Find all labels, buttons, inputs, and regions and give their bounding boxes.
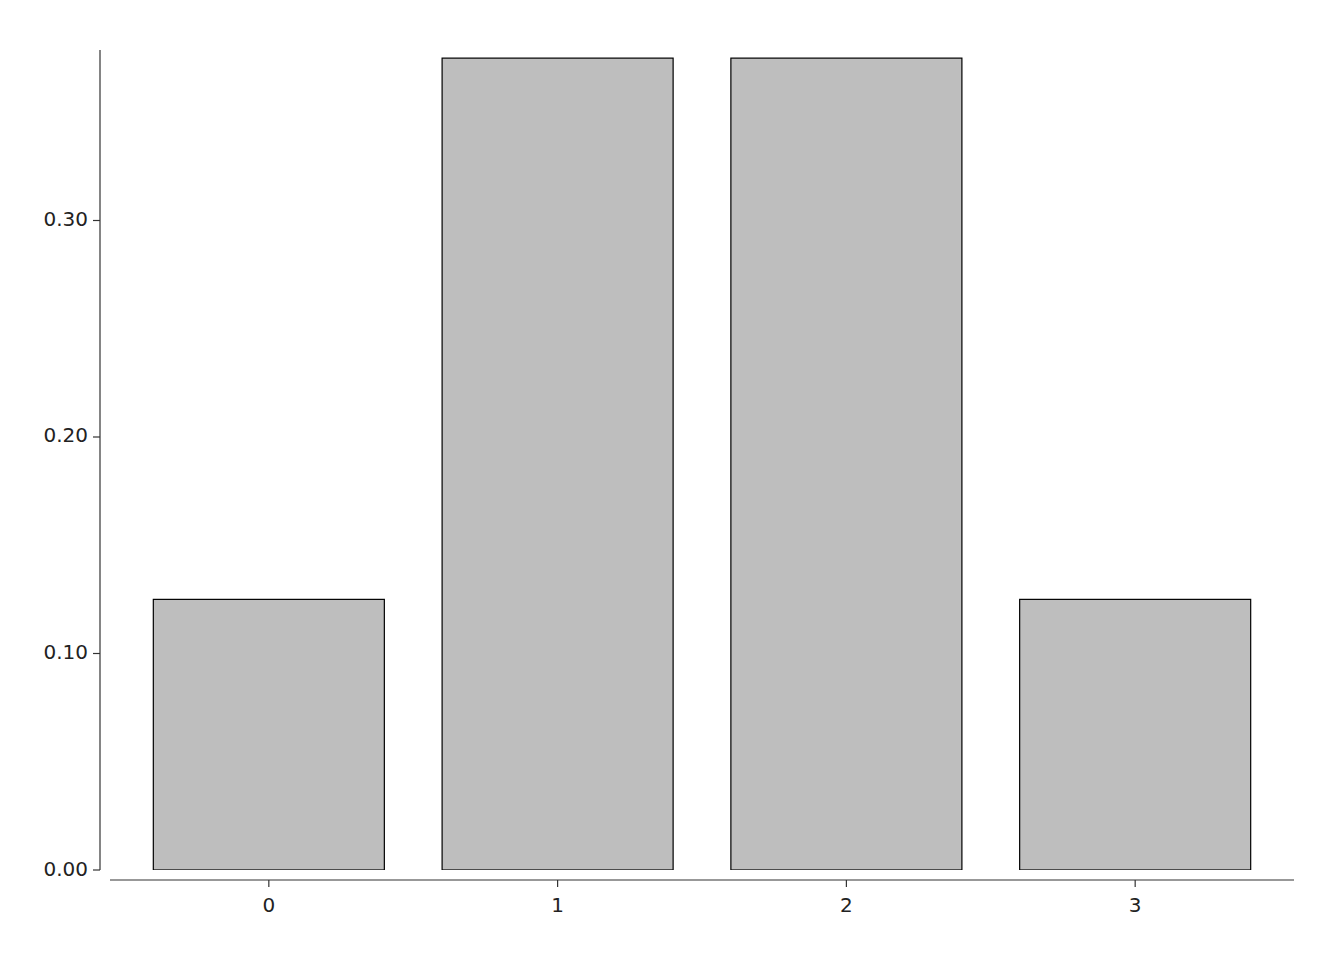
x-tick bbox=[846, 880, 847, 887]
y-tick-label: 0.20 bbox=[43, 423, 88, 447]
chart-container: 0.00 0.10 0.20 0.30 0 1 2 3 bbox=[0, 0, 1344, 960]
y-tick-label: 0.30 bbox=[43, 207, 88, 231]
bar bbox=[731, 58, 962, 870]
bar bbox=[442, 58, 673, 870]
bar bbox=[1020, 599, 1251, 870]
x-tick bbox=[557, 880, 558, 887]
x-tick-label: 2 bbox=[840, 893, 853, 917]
bar bbox=[153, 599, 384, 870]
bars bbox=[153, 58, 1250, 870]
y-tick-label: 0.00 bbox=[43, 857, 88, 881]
y-tick bbox=[93, 220, 100, 221]
x-tick-label: 0 bbox=[262, 893, 275, 917]
x-tick bbox=[1135, 880, 1136, 887]
y-tick bbox=[93, 653, 100, 654]
chart: 0.00 0.10 0.20 0.30 0 1 2 3 bbox=[0, 0, 1344, 960]
y-tick-label: 0.10 bbox=[43, 640, 88, 664]
y-tick bbox=[93, 436, 100, 437]
x-tick-label: 3 bbox=[1129, 893, 1142, 917]
x-tick bbox=[268, 880, 269, 887]
y-tick bbox=[93, 869, 100, 870]
x-tick-label: 1 bbox=[551, 893, 564, 917]
x-axis-line bbox=[110, 879, 1294, 880]
y-axis-line bbox=[99, 50, 100, 870]
